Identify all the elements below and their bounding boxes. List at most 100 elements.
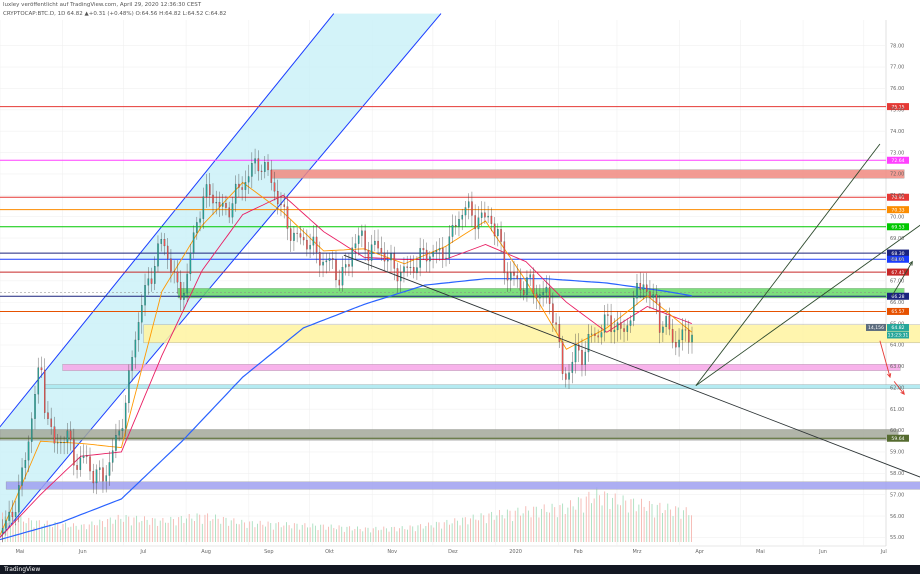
- volume-bar: [251, 521, 253, 542]
- volume-bar: [438, 522, 440, 542]
- candle-body: [529, 274, 531, 278]
- volume-bar: [125, 515, 127, 542]
- candle-body: [658, 302, 661, 333]
- volume-bar: [554, 507, 556, 542]
- volume-bar: [178, 517, 180, 542]
- symbol-ohlc-header: CRYPTOCAP:BTC.D, 1D 64.82 ▲+0.31 (+0.48%…: [3, 11, 227, 17]
- volume-bar: [286, 522, 287, 542]
- volume-bar: [393, 526, 395, 542]
- candle-body: [565, 373, 567, 380]
- candle-body: [37, 367, 40, 395]
- volume-bar: [193, 520, 195, 542]
- candle-body: [374, 240, 376, 245]
- volume-bar: [567, 507, 569, 542]
- candle-body: [183, 293, 185, 300]
- candle-body: [63, 442, 65, 444]
- candle-body: [5, 520, 7, 529]
- candle-body: [581, 350, 583, 365]
- price-tick-label: 78.00: [890, 43, 904, 49]
- volume-bar: [499, 509, 500, 542]
- projection-arrow: [891, 261, 913, 297]
- price-tick-label: 58.00: [890, 471, 904, 477]
- volume-bar: [325, 529, 327, 542]
- footer-bar: TradingView: [0, 565, 920, 574]
- volume-bar: [335, 529, 337, 542]
- volume-bar: [585, 496, 587, 542]
- candle-body: [280, 203, 282, 205]
- volume-bar: [364, 527, 366, 542]
- volume-bar: [188, 514, 190, 542]
- moving-average-line: [0, 278, 692, 541]
- candle-body: [95, 469, 98, 484]
- candle-body: [289, 228, 292, 241]
- volume-bar: [146, 519, 148, 542]
- candle-body: [134, 339, 137, 358]
- candle-body: [364, 230, 366, 251]
- volume-bar: [675, 506, 677, 542]
- volume-bar: [288, 525, 290, 542]
- candle-body: [328, 258, 331, 261]
- candle-body: [642, 284, 645, 290]
- volume-bar: [527, 510, 529, 542]
- candle-body: [610, 315, 612, 333]
- volume-bar: [535, 506, 537, 542]
- candle-body: [464, 207, 467, 216]
- volume-bar: [428, 522, 429, 542]
- candle-body: [186, 273, 188, 294]
- volume-bar: [165, 522, 166, 542]
- volume-bar: [357, 526, 358, 542]
- price-tick-label: 74.00: [890, 129, 904, 135]
- candle-body: [86, 455, 88, 457]
- support-resistance-zone: [44, 384, 920, 389]
- crosshair-value-label: 14,156: [868, 325, 884, 331]
- volume-bar: [435, 521, 437, 542]
- candle-body: [73, 439, 75, 466]
- volume-bar: [614, 493, 616, 542]
- volume-bar: [209, 520, 211, 542]
- candle-body: [396, 268, 399, 282]
- volume-bar: [491, 511, 493, 542]
- candle-body: [166, 245, 169, 259]
- volume-bar: [138, 522, 140, 542]
- candle-body: [241, 187, 243, 190]
- candle-body: [493, 223, 496, 237]
- volume-bar: [385, 528, 387, 542]
- volume-bar: [183, 522, 185, 542]
- volume-bar: [70, 526, 72, 542]
- level-price-label: 68.01: [891, 257, 904, 263]
- volume-bar: [249, 521, 251, 542]
- time-tick-label: Jun: [78, 549, 87, 555]
- volume-bar: [577, 497, 579, 542]
- candle-body: [425, 249, 428, 262]
- candle-body: [157, 243, 159, 267]
- volume-bar: [222, 516, 224, 542]
- volume-bar: [477, 520, 479, 542]
- candle-body: [296, 232, 298, 234]
- volume-bar: [91, 521, 93, 542]
- candle-body: [435, 250, 438, 253]
- volume-bar: [220, 523, 222, 542]
- volume-bar: [62, 524, 64, 542]
- candle-body: [422, 248, 425, 251]
- candle-body: [108, 462, 111, 476]
- tradingview-logo[interactable]: TradingView: [4, 566, 41, 573]
- time-tick-label: Sep: [264, 549, 273, 555]
- volume-bar: [73, 523, 74, 542]
- volume-bar: [648, 501, 650, 542]
- candle-body: [264, 162, 266, 172]
- candle-body: [684, 329, 687, 331]
- price-tick-label: 71.00: [890, 193, 904, 199]
- volume-bar: [46, 520, 48, 542]
- volume-bar: [638, 504, 640, 542]
- time-tick-label: Mrz: [632, 549, 641, 555]
- candle-body: [192, 232, 195, 254]
- time-tick-label: Jul: [880, 549, 887, 555]
- time-tick-label: Aug: [201, 549, 211, 555]
- candle-body: [545, 286, 548, 293]
- candle-body: [76, 465, 78, 470]
- candle-body: [312, 236, 315, 246]
- moving-average-line: [0, 194, 692, 538]
- candle-body: [568, 372, 570, 380]
- volume-bar: [677, 507, 679, 542]
